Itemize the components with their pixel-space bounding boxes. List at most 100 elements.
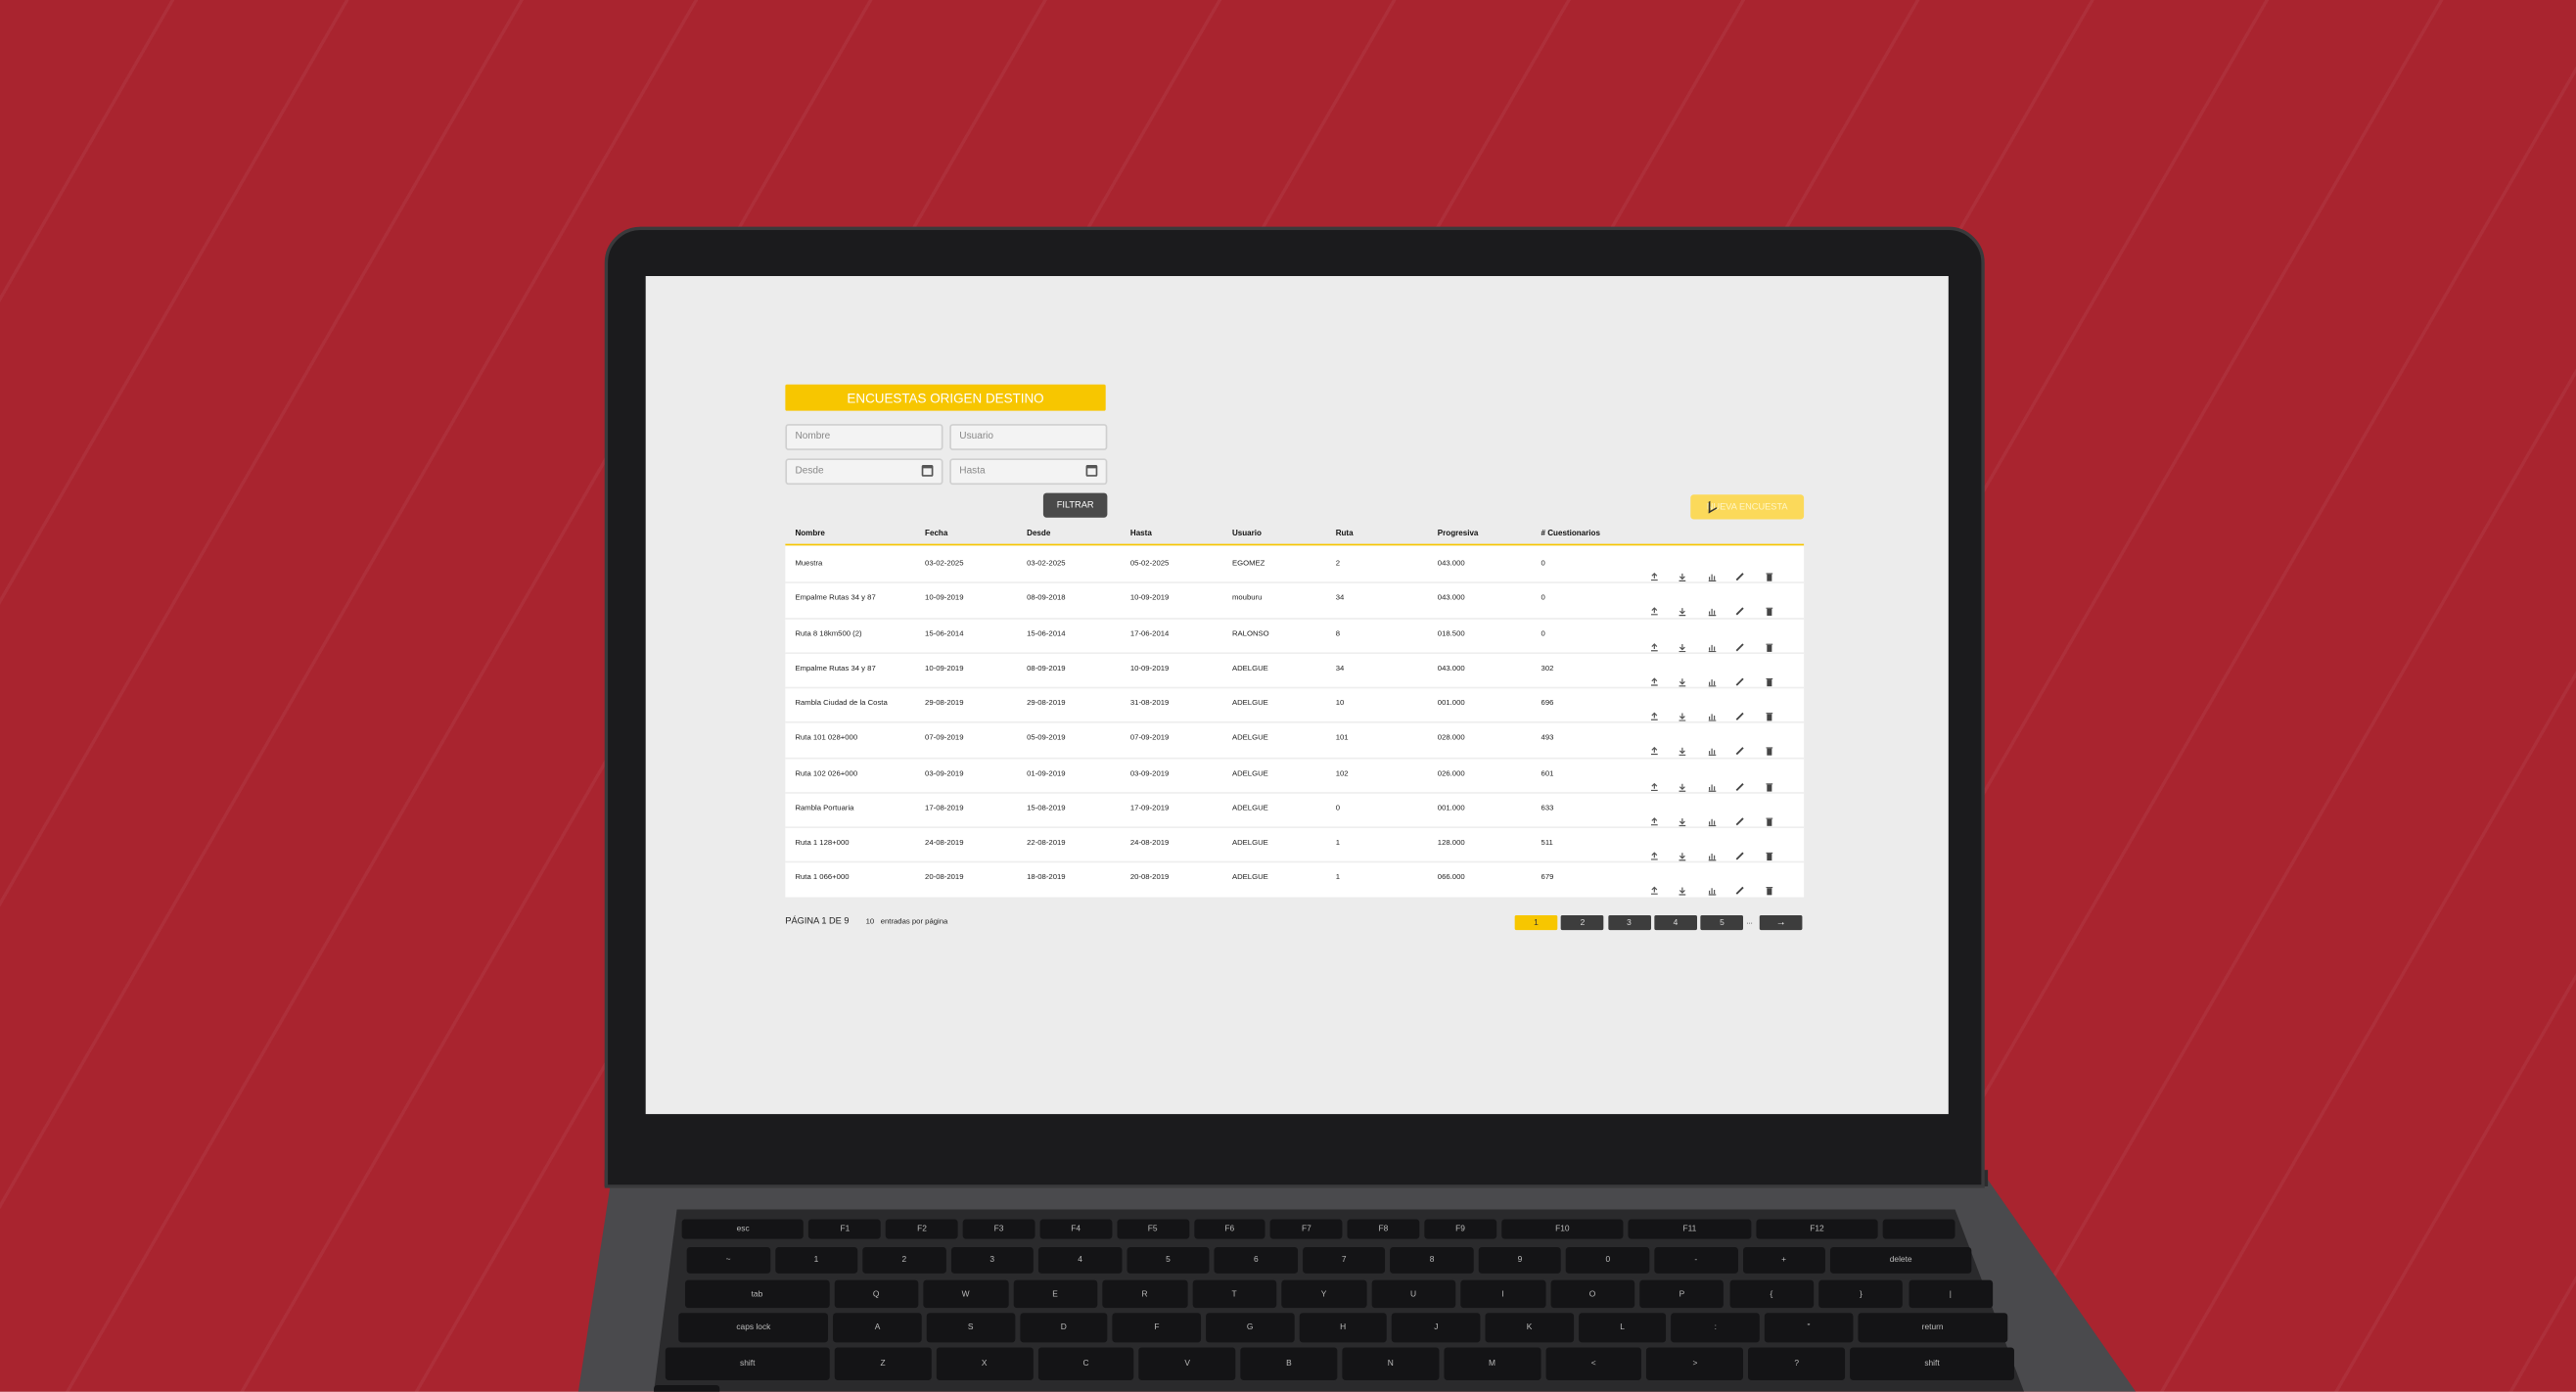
calendar-icon[interactable] bbox=[921, 465, 934, 477]
upload-icon[interactable] bbox=[1649, 560, 1659, 581]
key[interactable]: - bbox=[1654, 1247, 1738, 1274]
key[interactable]: F3 bbox=[962, 1219, 1035, 1239]
key[interactable]: shift bbox=[665, 1347, 830, 1381]
delete-icon[interactable] bbox=[1765, 560, 1774, 581]
chart-icon[interactable] bbox=[1707, 874, 1717, 897]
key[interactable]: U bbox=[1370, 1279, 1456, 1309]
key[interactable]: : bbox=[1671, 1313, 1760, 1343]
key[interactable]: N bbox=[1342, 1347, 1440, 1381]
chart-icon[interactable] bbox=[1707, 560, 1717, 581]
key[interactable]: O bbox=[1549, 1279, 1635, 1309]
key[interactable]: caps lock bbox=[678, 1313, 829, 1343]
key[interactable]: 7 bbox=[1302, 1247, 1386, 1274]
page-button[interactable]: 5 bbox=[1700, 914, 1744, 931]
edit-icon[interactable] bbox=[1735, 700, 1745, 720]
key[interactable]: S bbox=[926, 1313, 1015, 1343]
calendar-icon[interactable] bbox=[1085, 465, 1098, 477]
chart-icon[interactable] bbox=[1707, 769, 1717, 791]
key[interactable]: 1 bbox=[774, 1247, 858, 1274]
key[interactable]: F6 bbox=[1193, 1219, 1266, 1239]
download-icon[interactable] bbox=[1678, 769, 1687, 791]
new-survey-button[interactable]: NUEVA ENCUESTA bbox=[1690, 494, 1805, 520]
delete-icon[interactable] bbox=[1765, 805, 1774, 826]
key[interactable]: R bbox=[1102, 1279, 1187, 1309]
upload-icon[interactable] bbox=[1649, 735, 1659, 756]
key[interactable]: J bbox=[1392, 1313, 1481, 1343]
key[interactable]: V bbox=[1138, 1347, 1236, 1381]
upload-icon[interactable] bbox=[1649, 665, 1659, 686]
delete-icon[interactable] bbox=[1765, 769, 1774, 791]
key[interactable]: P bbox=[1639, 1279, 1725, 1309]
edit-icon[interactable] bbox=[1735, 560, 1745, 581]
key[interactable]: F bbox=[1112, 1313, 1202, 1343]
key[interactable]: F12 bbox=[1755, 1219, 1878, 1239]
chart-icon[interactable] bbox=[1707, 840, 1717, 861]
download-icon[interactable] bbox=[1678, 840, 1687, 861]
key[interactable]: delete bbox=[1830, 1247, 1972, 1274]
key[interactable]: G bbox=[1206, 1313, 1295, 1343]
upload-icon[interactable] bbox=[1649, 630, 1659, 651]
key[interactable]: tab bbox=[684, 1279, 829, 1309]
key[interactable]: M bbox=[1444, 1347, 1541, 1381]
key[interactable]: return bbox=[1858, 1313, 2008, 1343]
filter-input[interactable]: Desde bbox=[785, 458, 943, 486]
key[interactable]: 6 bbox=[1214, 1247, 1298, 1274]
key[interactable]: 4 bbox=[1038, 1247, 1122, 1274]
key[interactable]: F11 bbox=[1628, 1219, 1751, 1239]
download-icon[interactable] bbox=[1678, 560, 1687, 581]
key[interactable]: Q bbox=[833, 1279, 919, 1309]
key[interactable]: { bbox=[1728, 1279, 1815, 1309]
key[interactable]: 0 bbox=[1566, 1247, 1650, 1274]
upload-icon[interactable] bbox=[1649, 874, 1659, 896]
key[interactable]: Y bbox=[1281, 1279, 1366, 1309]
page-button[interactable]: 2 bbox=[1561, 914, 1604, 931]
download-icon[interactable] bbox=[1678, 595, 1687, 617]
edit-icon[interactable] bbox=[1735, 735, 1745, 756]
key[interactable]: F2 bbox=[886, 1219, 958, 1239]
key[interactable] bbox=[1882, 1219, 1955, 1239]
key[interactable]: F10 bbox=[1500, 1219, 1624, 1239]
key[interactable]: 3 bbox=[950, 1247, 1035, 1274]
page-button[interactable]: 3 bbox=[1607, 914, 1651, 931]
upload-icon[interactable] bbox=[1649, 595, 1659, 616]
key[interactable]: " bbox=[1764, 1313, 1854, 1343]
download-icon[interactable] bbox=[1678, 805, 1687, 826]
per-page-select[interactable]: 10 bbox=[865, 916, 875, 926]
delete-icon[interactable] bbox=[1765, 630, 1774, 652]
key[interactable]: F8 bbox=[1347, 1219, 1420, 1239]
key[interactable]: F7 bbox=[1270, 1219, 1343, 1239]
download-icon[interactable] bbox=[1678, 874, 1687, 897]
next-page-button[interactable]: → bbox=[1759, 914, 1803, 931]
key[interactable]: F4 bbox=[1039, 1219, 1112, 1239]
edit-icon[interactable] bbox=[1735, 630, 1745, 651]
download-icon[interactable] bbox=[1678, 735, 1687, 757]
edit-icon[interactable] bbox=[1735, 769, 1745, 791]
download-icon[interactable] bbox=[1678, 665, 1687, 686]
key[interactable]: X bbox=[936, 1347, 1034, 1381]
delete-icon[interactable] bbox=[1765, 700, 1774, 721]
delete-icon[interactable] bbox=[1765, 595, 1774, 617]
key[interactable]: H bbox=[1299, 1313, 1388, 1343]
key[interactable]: F1 bbox=[808, 1219, 882, 1239]
key[interactable]: > bbox=[1646, 1347, 1744, 1381]
edit-icon[interactable] bbox=[1735, 874, 1745, 896]
key[interactable]: fn bbox=[654, 1385, 720, 1392]
key[interactable]: ~ bbox=[686, 1247, 770, 1274]
key[interactable]: E bbox=[1012, 1279, 1098, 1309]
upload-icon[interactable] bbox=[1649, 700, 1659, 720]
filter-button[interactable]: FILTRAR bbox=[1042, 492, 1108, 518]
chart-icon[interactable] bbox=[1707, 735, 1717, 757]
upload-icon[interactable] bbox=[1649, 805, 1659, 825]
chart-icon[interactable] bbox=[1707, 700, 1717, 721]
key[interactable]: L bbox=[1578, 1313, 1667, 1343]
key[interactable]: B bbox=[1240, 1347, 1338, 1381]
key[interactable]: 5 bbox=[1127, 1247, 1210, 1274]
page-button[interactable]: 1 bbox=[1514, 914, 1558, 931]
filter-input[interactable]: Hasta bbox=[949, 458, 1108, 486]
key[interactable]: F9 bbox=[1424, 1219, 1496, 1239]
key[interactable]: F5 bbox=[1116, 1219, 1189, 1239]
key[interactable]: shift bbox=[1850, 1347, 2014, 1381]
key[interactable]: | bbox=[1908, 1279, 1994, 1309]
upload-icon[interactable] bbox=[1649, 769, 1659, 791]
edit-icon[interactable] bbox=[1735, 595, 1745, 616]
